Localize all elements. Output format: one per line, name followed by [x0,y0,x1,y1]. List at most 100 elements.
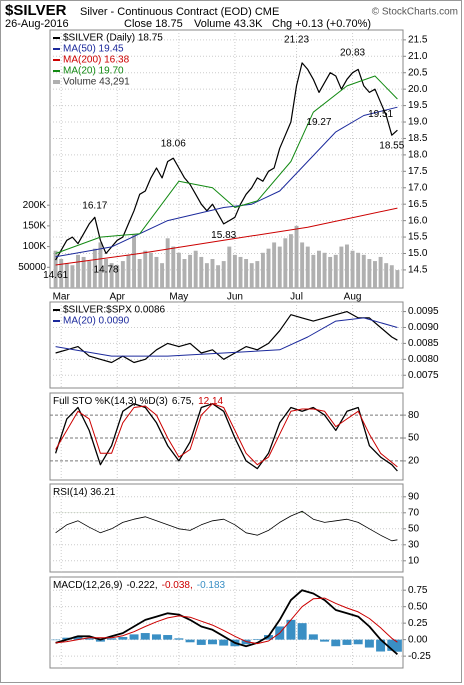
y-tick-label: 15.0 [408,248,428,259]
price-annotation: 14.61 [43,270,68,281]
y-tick-label: 20.0 [408,84,428,95]
volume-bar [316,250,321,288]
volume-bar [109,263,114,288]
legend-label: MA(20) 19.70 [63,66,124,77]
panel [49,301,404,389]
date: 26-Aug-2016 [5,18,69,30]
histogram-bar [364,639,374,648]
y-tick-label: 21.0 [408,51,428,62]
histogram-bar [342,639,352,645]
series-line [55,317,398,357]
series-line [55,589,398,655]
y-tick-label: 0.75 [408,585,428,596]
series-line [55,311,398,364]
legend-label: MA(200) 16.38 [63,55,130,66]
price-annotation: 21.23 [284,34,309,45]
y-tick-label: 18.5 [408,133,428,144]
y-tick-label: 0.0095 [408,306,439,317]
y-tick-label: 50 [408,433,420,444]
y-tick-label: 21.5 [408,35,428,46]
volume-bar [81,256,86,288]
price-annotation: 15.83 [211,230,236,241]
histogram-bar [51,639,61,641]
panel [49,392,404,481]
histogram-bar [392,639,402,652]
histogram-bar [118,637,128,640]
volume-bar [339,246,344,288]
volume-bar [148,252,153,288]
y-tick-label: 30 [408,539,420,550]
histogram-bar [163,635,173,640]
volume-bar [389,265,394,288]
price-annotation: 19.51 [368,109,393,120]
x-tick-label: Jul [290,292,303,303]
y-tick-label: 19.0 [408,117,428,128]
volume-bar [204,263,209,288]
volume-bar [160,263,165,288]
histogram-bar [286,619,296,640]
y2-tick-label: 200K [23,200,47,211]
histogram-bar [252,638,262,640]
series-line [55,75,398,254]
volume-bar [350,250,355,288]
volume-bar [249,263,254,288]
volume-bar [288,234,293,288]
panel-title-part: -0.038, [162,580,193,591]
legend-label: MA(50) 19.45 [63,44,124,55]
price-annotation: 18.55 [379,140,404,151]
y-tick-label: -0.25 [408,651,431,662]
legend-label: $SILVER (Daily) 18.75 [63,33,163,44]
y-tick-label: 0.50 [408,601,428,612]
panel-title-part: RSI(14) 36.21 [53,487,116,498]
histogram-bar [129,634,139,640]
series-line [55,207,398,266]
volume-bar [104,259,108,288]
histogram-bar [208,639,217,645]
y-tick-label: 0.25 [408,618,428,629]
legend-label: Volume 43,291 [63,77,130,88]
y-tick-label: 17.0 [408,182,428,193]
volume-bar [92,248,97,288]
legend-label: MA(20) 0.0090 [63,316,130,327]
volume-bar [305,246,310,288]
histogram-bar [73,636,83,640]
volume-bar [238,256,243,288]
series-line [55,597,398,645]
change: Chg +0.13 (+0.70%) [272,18,371,30]
price-annotation: 16.17 [82,201,107,212]
price-annotation: 19.27 [306,117,331,128]
volume-bar [384,263,389,288]
volume-bar [154,256,159,288]
panel-title-part: 6.75, [172,396,194,407]
y-tick-label: 20 [408,456,420,467]
histogram-bar [174,638,184,640]
volume-bar [120,261,125,288]
y-tick-label: 17.5 [408,166,428,177]
volume-bar [64,263,69,288]
volume-bar [255,261,260,288]
y-tick-label: 0.0080 [408,354,439,365]
volume-bar [272,242,277,288]
y-tick-label: 14.5 [408,265,428,276]
volume-bar [132,234,137,288]
close: Close 18.75 [124,18,183,30]
histogram-bar [264,635,274,640]
histogram-bar [353,639,363,645]
volume-bar [260,252,265,288]
panel-title: MACD(12,26,9) -0.222, -0.038, -0.183 [53,580,226,591]
volume-bar [199,256,204,288]
copyright: © StockCharts.com [372,7,458,18]
volume-bar [300,242,305,288]
y-tick-label: 90 [408,491,420,502]
volume-bar [115,265,120,288]
series-line [55,62,398,261]
volume-bar [188,254,193,288]
volume-bar [176,252,181,288]
volume-bar [361,254,366,288]
x-tick-label: Mar [53,292,71,303]
histogram-bar [387,639,397,651]
volume-bar [227,246,232,288]
panel-title-part: Full STO %K(14,3) %D(3) [53,396,168,407]
y-tick-label: 0.0075 [408,370,439,381]
series-line [55,510,398,542]
